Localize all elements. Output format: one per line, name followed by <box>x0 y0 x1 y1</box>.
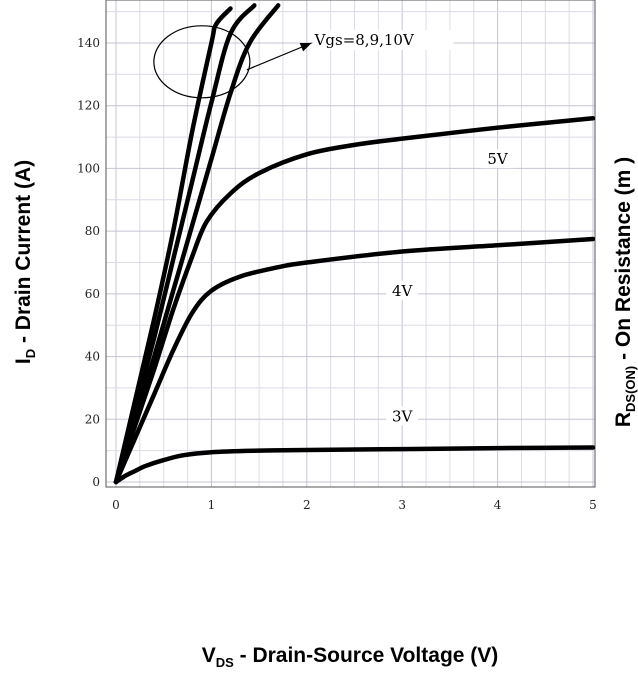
curve-label: 4V <box>392 282 414 300</box>
curves: 3V 4V 5V <box>113 3 595 485</box>
annotation-text-bg <box>313 30 454 50</box>
curve-label: 5V <box>487 150 509 168</box>
y-axis-title-text: - Drain Current (A) <box>12 160 35 349</box>
curve-label-bg <box>386 406 419 426</box>
x-tick-labels: 0 1 2 3 4 5 <box>112 498 597 512</box>
y-tick-label: 120 <box>77 99 100 113</box>
annotation-arrow-line <box>246 42 312 71</box>
y-tick-label: 20 <box>85 412 100 426</box>
x-axis-title-sub: DS <box>216 655 234 670</box>
y-axis-right-title-text: - On Resistance (m ) <box>612 157 635 366</box>
curve-vgs-10v <box>113 3 281 485</box>
y-tick-label: 0 <box>92 475 100 489</box>
y-axis-right-title: RDS(ON) - On Resistance (m ) <box>612 157 638 427</box>
curve-label: 3V <box>392 407 414 425</box>
y-axis-right-title-sub: DS(ON) <box>623 366 638 412</box>
y-axis-right-title-prefix: R <box>612 412 635 427</box>
curve-vgs-9v <box>113 3 257 485</box>
y-tick-label: 40 <box>85 350 100 364</box>
y-axis-title-prefix: I <box>12 358 35 364</box>
annotation: Vgs=8,9,10V <box>153 25 454 99</box>
x-axis-title: VDS - Drain-Source Voltage (V) <box>202 644 499 670</box>
curve-vgs-4v <box>113 236 595 485</box>
x-tick-label: 4 <box>494 498 502 512</box>
y-tick-label: 60 <box>85 287 100 301</box>
x-tick-label: 1 <box>208 498 216 512</box>
y-tick-labels: 0 20 40 60 80 100 120 140 <box>77 36 100 489</box>
curve-vgs-3v <box>113 445 595 485</box>
curve-label-bg <box>386 280 419 300</box>
x-axis-title-prefix: V <box>202 644 216 667</box>
y-axis-title-sub: D <box>23 349 38 358</box>
x-tick-label: 5 <box>589 498 597 512</box>
x-tick-label: 2 <box>303 498 311 512</box>
y-axis-title: ID - Drain Current (A) <box>12 160 38 364</box>
x-tick-label: 3 <box>398 498 406 512</box>
y-tick-label: 80 <box>85 224 100 238</box>
plot-frame <box>105 0 596 488</box>
curve-vgs-5v <box>113 116 595 485</box>
x-axis-title-text: - Drain-Source Voltage (V) <box>234 644 498 667</box>
annotation-text: Vgs=8,9,10V <box>314 31 415 49</box>
annotation-ellipse <box>153 25 251 99</box>
y-tick-label: 140 <box>77 36 100 50</box>
y-tick-label: 100 <box>77 161 100 175</box>
curve-label-bg <box>481 149 514 169</box>
annotation-arrowhead <box>299 43 312 52</box>
x-tick-label: 0 <box>112 498 120 512</box>
